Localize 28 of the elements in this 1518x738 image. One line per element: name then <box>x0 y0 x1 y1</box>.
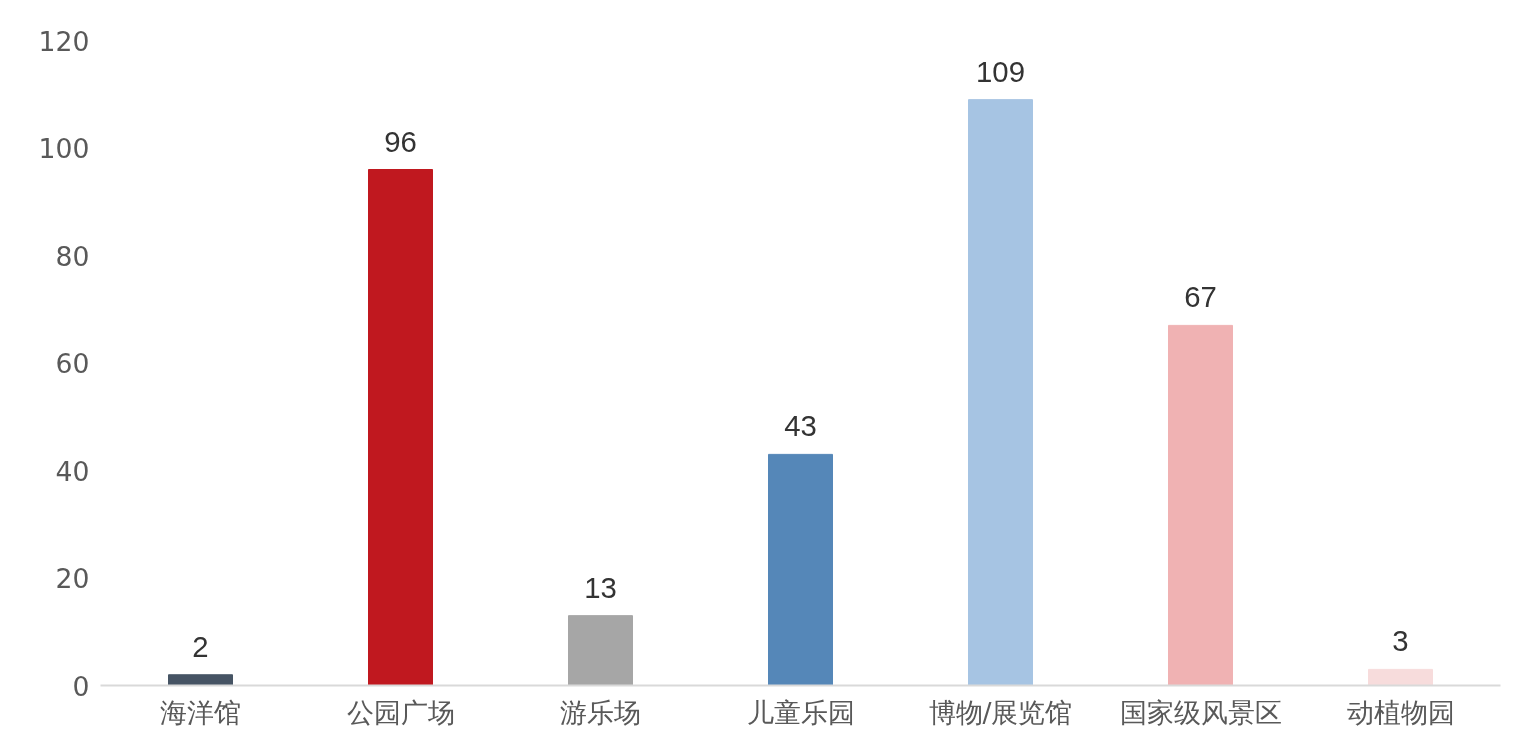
y-tick-label: 60 <box>55 348 90 379</box>
y-tick-label: 80 <box>55 240 90 272</box>
bar <box>168 674 233 686</box>
x-tick-label: 海洋馆 <box>160 696 241 728</box>
bar <box>368 169 433 686</box>
x-tick-label: 动植物园 <box>1346 696 1455 728</box>
data-label: 109 <box>976 54 1025 88</box>
y-tick-label: 0 <box>72 670 90 702</box>
bar <box>1168 324 1233 686</box>
x-tick-label: 游乐场 <box>560 696 641 728</box>
y-tick-label: 40 <box>55 455 90 487</box>
x-tick-label: 博物/展览馆 <box>928 696 1073 728</box>
bar <box>968 99 1033 686</box>
data-label: 96 <box>384 124 417 158</box>
data-label: 2 <box>192 629 209 663</box>
bar <box>1368 668 1433 686</box>
data-label: 67 <box>1184 280 1217 314</box>
y-tick-label: 20 <box>55 563 90 594</box>
x-tick-label: 儿童乐园 <box>746 696 855 728</box>
bar <box>768 453 833 686</box>
y-tick-label: 100 <box>38 133 90 164</box>
x-tick-label: 公园广场 <box>346 696 455 728</box>
y-tick-label: 120 <box>38 25 90 57</box>
data-label: 3 <box>1392 624 1409 658</box>
data-label: 43 <box>784 409 817 443</box>
data-label: 13 <box>584 570 617 604</box>
bar <box>568 615 633 686</box>
x-tick-label: 国家级风景区 <box>1119 696 1282 728</box>
